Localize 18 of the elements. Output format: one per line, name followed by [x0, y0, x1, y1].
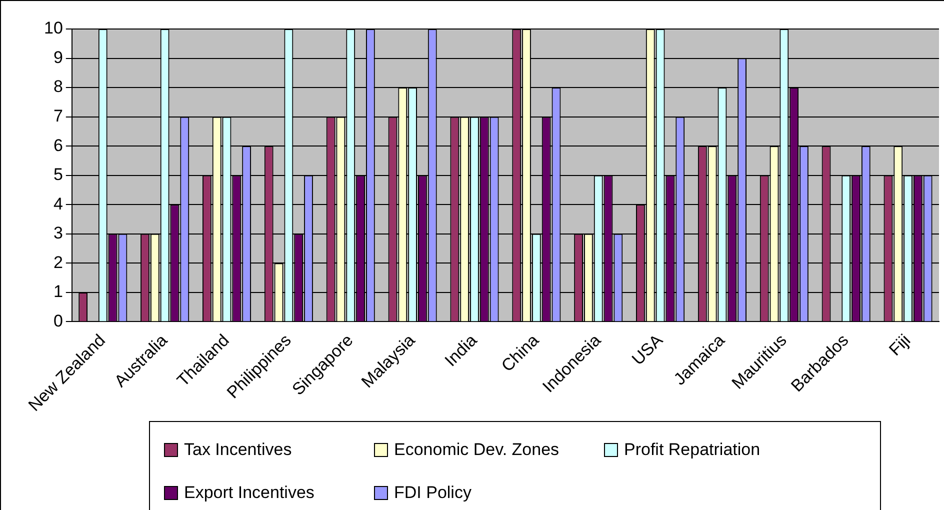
x-tick-label: Fiji [885, 330, 914, 360]
y-tick-label: 0 [53, 311, 63, 330]
y-tick-label: 4 [53, 194, 63, 214]
y-tick-label: 2 [53, 252, 63, 272]
legend-label: Profit Repatriation [624, 440, 760, 460]
y-tick-label: 9 [53, 48, 63, 67]
y-tick-label: 5 [53, 165, 63, 184]
y-tick-label: 1 [53, 282, 63, 302]
legend-label: Economic Dev. Zones [394, 440, 560, 460]
x-tick-label: USA [628, 330, 667, 369]
legend-label: FDI Policy [394, 483, 472, 504]
legend-label: Export Incentives [184, 483, 314, 504]
y-tick-label: 8 [53, 77, 63, 96]
y-tick-label: 6 [53, 136, 63, 155]
y-tick-label: 10 [44, 18, 63, 38]
y-tick-label: 7 [53, 106, 63, 126]
legend-label: Tax Incentives [184, 440, 292, 460]
y-tick-label: 3 [53, 224, 63, 243]
